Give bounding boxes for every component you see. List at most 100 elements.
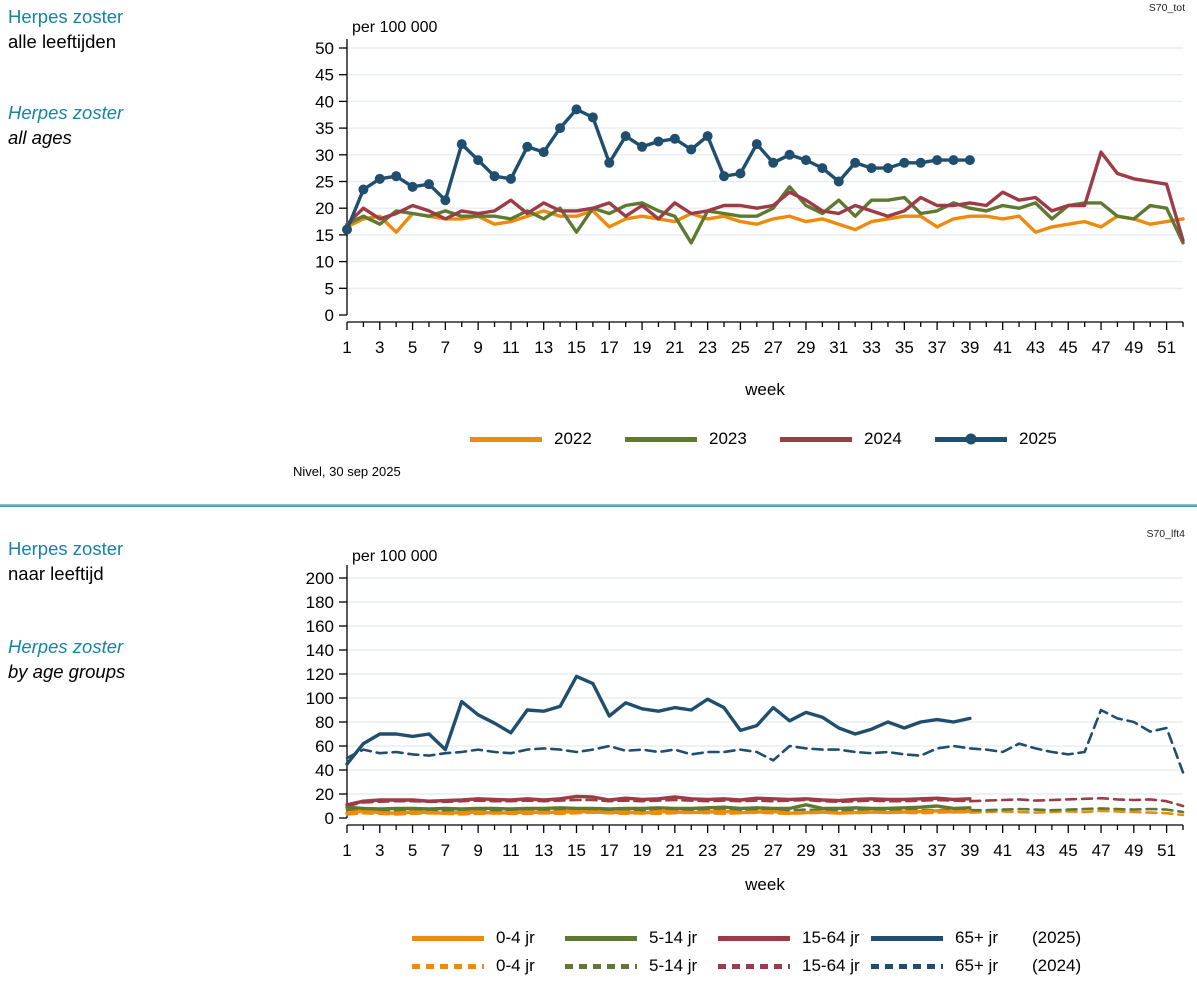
y-tick-label: 100 [306,689,334,708]
chart2-title-en-line1: Herpes zoster [8,636,124,657]
legend-item-65+-jr: 65+ jr [871,956,1024,976]
legend-row: 0-4 jr 5-14 jr 15-64 jr 65+ jr (2025) [412,928,1081,948]
legend-all-ages: 2022 2023 2024 2025 [470,429,1090,449]
x-tick-label: 19 [633,338,652,357]
x-tick-label: 11 [502,338,520,357]
series-marker-2025 [784,149,795,160]
x-tick-label: 43 [1026,338,1045,357]
x-tick-label: 39 [960,338,979,357]
x-tick-label: 9 [473,338,482,357]
solid-line-swatch [412,935,484,941]
series-marker-2025 [342,224,352,235]
x-tick-label: 49 [1124,338,1143,357]
y-tick-label: 40 [315,761,334,780]
chart2-title-en-line2: by age groups [8,661,126,682]
series-marker-2025 [899,157,910,168]
legend-label: 65+ jr [955,956,998,975]
legend-row: 0-4 jr 5-14 jr 15-64 jr 65+ jr (2024) [412,956,1081,976]
series-marker-2025 [932,155,943,166]
series-marker-2025 [719,171,730,182]
series-marker-2025 [423,179,434,190]
chart1-title-en-line1: Herpes zoster [8,102,124,123]
chart2-unit-label: per 100 000 [352,548,438,565]
legend-item-2022: 2022 [470,429,625,449]
x-tick-label: 31 [829,338,848,357]
series-marker-2025 [915,157,926,168]
series-marker-2025 [456,139,467,150]
y-tick-label: 50 [315,39,334,58]
series-line-65+-jr-2025- [345,674,972,766]
x-tick-label: 23 [698,841,717,860]
x-tick-label: 37 [928,841,947,860]
series-marker-2025 [587,112,598,123]
y-tick-label: 140 [306,641,334,660]
chart1-unit-label: per 100 000 [352,19,438,36]
legend-item-0-4-jr: 0-4 jr [412,928,565,948]
series-marker-2025 [440,195,451,206]
series-marker-2025 [948,155,959,166]
series-line-15-64-jr-2025- [345,794,972,807]
series-marker-2025 [833,176,844,187]
series-line-15-64-jr-2024- [345,796,1185,808]
x-tick-label: 25 [731,841,750,860]
series-line-2022 [345,209,1185,234]
series-marker-2025 [817,163,828,174]
legend-item-65+-jr: 65+ jr [871,928,1024,948]
solid-line-swatch [871,935,943,941]
x-tick-label: 7 [441,841,450,860]
x-tick-label: 17 [600,338,619,357]
x-tick-label: 5 [408,841,417,860]
legend-year-suffix: (2025) [1032,928,1082,947]
y-tick-label: 5 [325,279,334,298]
y-tick-label: 0 [325,306,334,325]
legend-marker-dot [965,433,977,445]
chart1-title-nl-line2: alle leeftijden [8,31,116,52]
series-marker-2025 [637,141,648,152]
y-tick-label: 80 [315,713,334,732]
y-tick-label: 45 [315,66,334,85]
section-divider [0,504,1197,507]
series-marker-2025 [653,136,664,147]
x-tick-label: 33 [862,841,881,860]
legend-label: 0-4 jr [496,928,535,947]
x-tick-label: 27 [764,841,783,860]
chart1-title-en-line2: all ages [8,127,72,148]
series-marker-2025 [735,168,746,179]
solid-line-swatch [935,433,1007,445]
legend-item-2023: 2023 [625,429,780,449]
solid-line-swatch [470,436,542,442]
series-marker-2025 [555,123,566,134]
series-marker-2025 [669,133,680,144]
legend-item-0-4-jr: 0-4 jr [412,956,565,976]
y-tick-label: 15 [315,226,334,245]
legend-label: 2022 [554,429,592,448]
series-marker-2025 [358,184,369,195]
series-marker-2025 [571,104,582,115]
x-tick-label: 33 [862,338,881,357]
legend-item-5-14-jr: 5-14 jr [565,956,718,976]
y-tick-label: 200 [306,569,334,588]
legend-row: 2022 2023 2024 2025 [470,429,1090,449]
y-tick-label: 25 [315,173,334,192]
y-tick-label: 20 [315,199,334,218]
chart2-title-english: Herpes zoster by age groups [8,634,125,684]
x-tick-label: 17 [600,841,619,860]
legend-label: 15-64 jr [802,956,860,975]
x-tick-label: 27 [764,338,783,357]
chart1-xaxis-title: week [745,380,785,399]
x-tick-label: 23 [698,338,717,357]
solid-line-swatch [565,935,637,941]
x-tick-label: 37 [928,338,947,357]
y-tick-label: 0 [325,809,334,828]
x-tick-label: 13 [534,841,553,860]
x-tick-label: 7 [441,338,450,357]
x-tick-label: 9 [473,841,482,860]
dashed-line-swatch [412,963,484,969]
series-marker-2025 [882,163,893,174]
x-tick-label: 45 [1059,338,1078,357]
y-tick-label: 160 [306,617,334,636]
legend-label: 0-4 jr [496,956,535,975]
x-tick-label: 51 [1157,841,1176,860]
